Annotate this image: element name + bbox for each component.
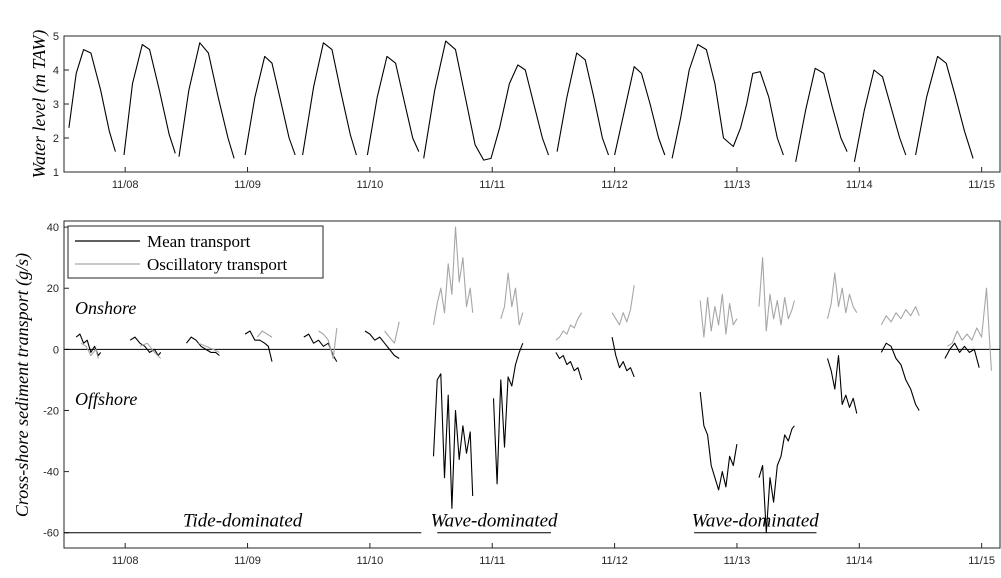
mean-transport-line [75, 333, 102, 357]
water-level-y-tick-label: 5 [53, 31, 59, 43]
transport-x-ticks: 11/08 11/09 11/10 11/11 11/12 11/13 11/14 11/15 [112, 543, 995, 567]
water-level-x-ticks: 11/08 11/09 11/10 11/11 11/12 11/13 11/14 11/15 [112, 167, 995, 191]
oscillatory-transport-line [139, 342, 162, 359]
transport-series [75, 226, 992, 534]
water-level-x-tick-label: 11/09 [234, 179, 261, 191]
oscillatory-transport-line [826, 272, 858, 319]
transport-y-ticks: -60 -40 -20 0 20 40 [43, 222, 69, 540]
transport-y-tick-label: -60 [43, 528, 59, 540]
water-level-line [795, 67, 848, 162]
mean-transport-line [244, 330, 273, 362]
water-level-x-tick-label: 11/13 [724, 179, 751, 191]
transport-y-tick-label: 0 [53, 344, 59, 356]
transport-y-tick-label: -20 [43, 405, 59, 417]
mean-transport-line [492, 342, 524, 485]
onshore-annotation: Onshore [75, 298, 136, 318]
mean-transport-line [611, 336, 635, 378]
transport-y-tick-label: 20 [47, 283, 59, 295]
water-level-line [302, 42, 357, 156]
transport-y-tick-label: -40 [43, 467, 59, 479]
water-level-x-tick-label: 11/10 [357, 179, 384, 191]
legend: Mean transport Oscillatory transport [67, 225, 324, 279]
water-level-line [556, 52, 610, 156]
water-level-y-tick-label: 1 [53, 167, 59, 179]
mean-transport-line [555, 352, 583, 381]
water-level-x-tick-label: 11/12 [601, 179, 628, 191]
water-level-y-ticks: 1 2 3 4 5 [53, 31, 69, 179]
transport-x-tick-label: 11/09 [234, 555, 261, 567]
transport-y-tick-label: 40 [47, 222, 59, 234]
mean-transport-line [185, 336, 220, 356]
transport-x-tick-label: 11/08 [112, 555, 139, 567]
oscillatory-transport-line [384, 321, 400, 344]
period-label: Wave-dominated [692, 511, 819, 532]
water-level-y-label: Water level (m TAW) [29, 30, 50, 179]
oscillatory-transport-line [80, 342, 99, 359]
water-level-x-tick-label: 11/15 [968, 179, 995, 191]
oscillatory-transport-line [500, 272, 524, 326]
period-indicators: Tide-dominated Wave-dominated Wave-dominat… [64, 511, 819, 534]
mean-transport-line [758, 425, 795, 534]
water-level-line [614, 66, 666, 156]
offshore-annotation: Offshore [75, 389, 137, 409]
mean-transport-line [880, 342, 920, 411]
transport-x-tick-label: 11/12 [601, 555, 628, 567]
transport-panel: -60 -40 -20 0 20 40 11/08 11/09 11/10 11/11 11/12… [12, 220, 1001, 567]
oscillatory-transport-line [256, 330, 273, 338]
period-label: Wave-dominated [431, 511, 558, 532]
water-level-line [423, 40, 550, 161]
water-level-axes-box [63, 35, 1001, 173]
water-level-line [915, 55, 974, 159]
water-level-panel: 1 2 3 4 5 11/08 11/09 11/10 11/11 11/12 11/13 11/1… [29, 30, 1001, 191]
water-level-x-tick-label: 11/14 [846, 179, 873, 191]
water-level-line [123, 43, 176, 156]
oscillatory-transport-line [432, 226, 474, 325]
water-level-line [68, 49, 116, 152]
transport-x-tick-label: 11/13 [724, 555, 751, 567]
mean-transport-line [129, 336, 162, 357]
oscillatory-transport-line [555, 312, 583, 341]
mean-transport-line [699, 392, 738, 491]
water-level-line [366, 55, 420, 156]
oscillatory-transport-line [198, 342, 220, 353]
water-level-line [671, 43, 784, 159]
mean-transport-line [944, 342, 980, 368]
water-level-line [853, 69, 907, 162]
legend-label-mean: Mean transport [147, 232, 251, 251]
water-level-y-tick-label: 3 [53, 99, 59, 111]
legend-label-oscillatory: Oscillatory transport [147, 255, 287, 274]
water-level-line [244, 55, 296, 156]
water-level-line [178, 42, 235, 159]
water-level-y-tick-label: 2 [53, 133, 59, 145]
water-level-x-tick-label: 11/08 [112, 179, 139, 191]
period-label: Tide-dominated [183, 511, 303, 532]
oscillatory-transport-line [947, 287, 992, 371]
oscillatory-transport-line [318, 327, 338, 360]
transport-x-tick-label: 11/15 [968, 555, 995, 567]
transport-y-label: Cross-shore sediment transport (g/s) [12, 253, 33, 517]
transport-x-tick-label: 11/10 [357, 555, 384, 567]
oscillatory-transport-line [611, 285, 635, 326]
mean-transport-line [364, 330, 400, 359]
oscillatory-transport-line [699, 293, 738, 338]
legend-box [67, 225, 324, 279]
water-level-y-tick-label: 4 [53, 65, 59, 77]
water-level-series [68, 40, 974, 162]
oscillatory-transport-line [758, 257, 795, 332]
mean-transport-line [432, 373, 474, 509]
transport-x-tick-label: 11/11 [479, 555, 505, 567]
oscillatory-transport-line [880, 306, 920, 326]
water-level-x-tick-label: 11/11 [479, 179, 505, 191]
mean-transport-line [826, 354, 858, 414]
transport-x-tick-label: 11/14 [846, 555, 873, 567]
